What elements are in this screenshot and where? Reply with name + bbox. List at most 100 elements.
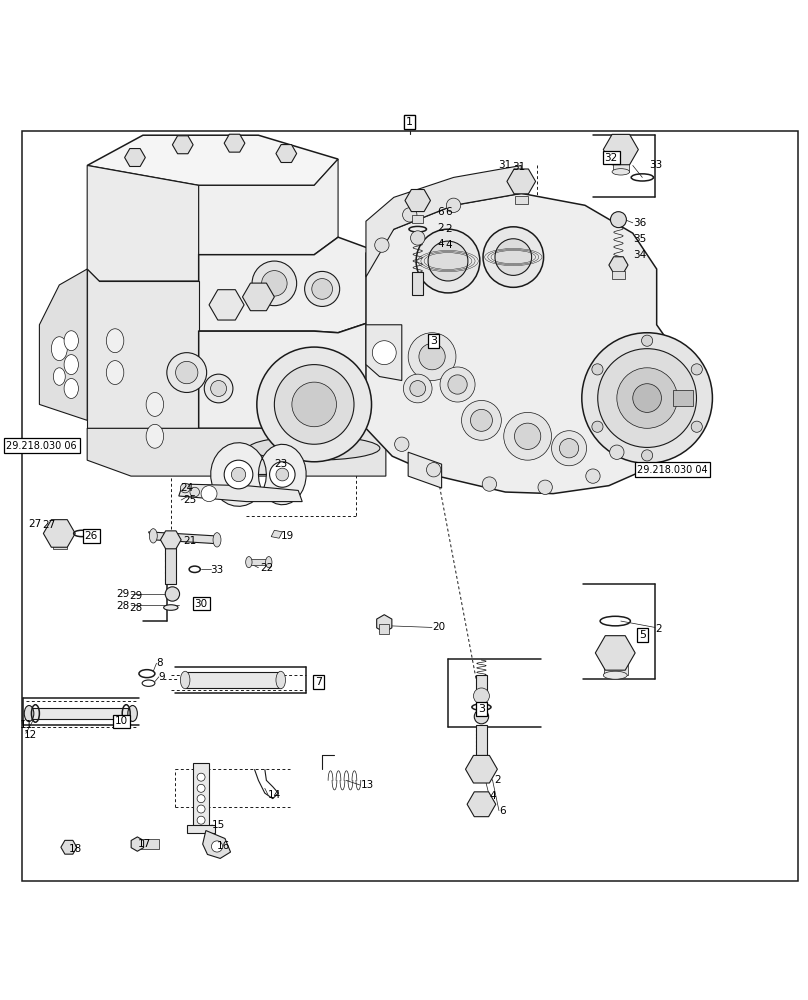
Text: 2: 2 — [655, 624, 662, 634]
Circle shape — [372, 341, 396, 365]
Ellipse shape — [164, 605, 178, 610]
Circle shape — [212, 841, 222, 852]
Circle shape — [375, 238, 389, 252]
Text: 3: 3 — [430, 336, 437, 346]
Bar — [412, 215, 423, 223]
Text: 10: 10 — [115, 716, 128, 726]
Ellipse shape — [604, 671, 627, 679]
Circle shape — [180, 483, 190, 493]
Circle shape — [592, 364, 603, 375]
Text: 35: 35 — [633, 234, 646, 244]
Text: 9: 9 — [159, 672, 166, 682]
Circle shape — [642, 335, 653, 346]
Text: 8: 8 — [157, 658, 163, 668]
Bar — [166, 542, 175, 584]
Polygon shape — [61, 840, 77, 854]
Text: 27: 27 — [42, 520, 55, 530]
Circle shape — [197, 773, 205, 781]
Text: 25: 25 — [183, 495, 196, 505]
Text: 32: 32 — [604, 153, 618, 163]
Circle shape — [427, 463, 441, 477]
Ellipse shape — [180, 671, 190, 689]
Text: 13: 13 — [360, 780, 373, 790]
Circle shape — [166, 587, 179, 601]
Text: 22: 22 — [260, 563, 273, 573]
Circle shape — [197, 784, 205, 792]
Circle shape — [305, 271, 339, 306]
Text: 6: 6 — [445, 207, 452, 217]
Ellipse shape — [266, 557, 272, 568]
Polygon shape — [408, 452, 442, 488]
Circle shape — [586, 469, 600, 483]
Bar — [476, 675, 487, 695]
Text: 4: 4 — [437, 239, 444, 249]
Polygon shape — [271, 530, 282, 538]
Text: 5: 5 — [639, 630, 646, 640]
Text: 4: 4 — [445, 240, 452, 250]
Bar — [672, 390, 692, 406]
Text: 1: 1 — [406, 117, 413, 127]
Polygon shape — [40, 269, 87, 420]
Circle shape — [211, 381, 226, 396]
Polygon shape — [124, 149, 145, 166]
Polygon shape — [199, 237, 386, 333]
Text: 16: 16 — [217, 841, 230, 851]
Circle shape — [515, 423, 541, 449]
Bar — [185, 672, 280, 688]
Bar — [249, 559, 269, 565]
Circle shape — [617, 368, 677, 428]
Ellipse shape — [249, 436, 380, 460]
Text: 14: 14 — [268, 790, 281, 800]
Text: 33: 33 — [211, 565, 224, 575]
Text: 33: 33 — [649, 160, 662, 170]
Polygon shape — [199, 159, 338, 255]
Polygon shape — [604, 134, 638, 165]
Circle shape — [642, 450, 653, 461]
Bar — [187, 825, 216, 833]
Text: 19: 19 — [280, 531, 294, 541]
Ellipse shape — [64, 379, 78, 398]
Circle shape — [402, 208, 417, 222]
Circle shape — [419, 343, 445, 370]
Polygon shape — [366, 325, 402, 381]
Polygon shape — [467, 792, 496, 817]
Ellipse shape — [276, 671, 285, 689]
Circle shape — [204, 374, 233, 403]
Text: 24: 24 — [180, 483, 194, 493]
Circle shape — [224, 460, 253, 489]
Ellipse shape — [246, 557, 252, 568]
Bar — [476, 725, 487, 759]
Ellipse shape — [128, 705, 137, 721]
Ellipse shape — [149, 529, 158, 543]
Polygon shape — [507, 169, 536, 194]
Circle shape — [394, 437, 409, 451]
Bar — [612, 158, 629, 172]
Circle shape — [403, 374, 432, 403]
Text: 31: 31 — [499, 160, 511, 170]
Polygon shape — [405, 189, 431, 212]
Text: 1: 1 — [406, 117, 413, 127]
Text: 36: 36 — [633, 218, 646, 228]
Circle shape — [691, 421, 702, 432]
Circle shape — [197, 816, 205, 824]
Polygon shape — [131, 837, 144, 851]
Circle shape — [448, 375, 467, 394]
Bar — [380, 624, 389, 634]
Circle shape — [483, 227, 544, 287]
Polygon shape — [179, 484, 302, 502]
Polygon shape — [377, 615, 392, 632]
Circle shape — [446, 198, 461, 212]
Circle shape — [691, 364, 702, 375]
Polygon shape — [87, 428, 386, 476]
Circle shape — [175, 361, 198, 384]
Text: 29: 29 — [129, 591, 143, 601]
Polygon shape — [87, 165, 199, 281]
Polygon shape — [366, 165, 521, 277]
Circle shape — [538, 480, 553, 494]
Ellipse shape — [107, 329, 124, 353]
Text: 15: 15 — [213, 820, 225, 830]
Text: 29: 29 — [116, 589, 129, 599]
Circle shape — [197, 805, 205, 813]
Circle shape — [416, 229, 480, 293]
Text: 23: 23 — [275, 459, 288, 469]
